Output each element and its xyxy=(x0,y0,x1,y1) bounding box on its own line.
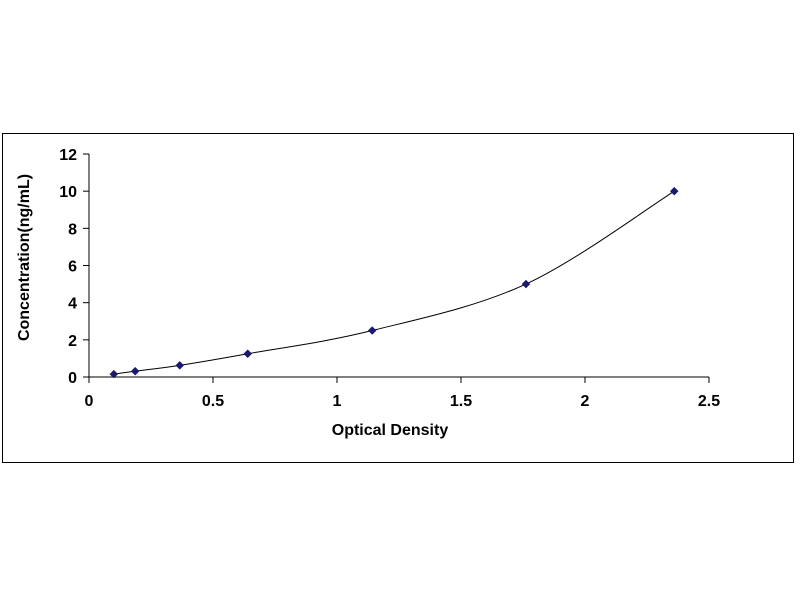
data-point xyxy=(669,186,679,196)
x-tick-label: 0 xyxy=(85,393,94,410)
axes xyxy=(88,154,709,378)
x-axis-title: Optical Density xyxy=(332,422,449,439)
data-point xyxy=(130,366,140,376)
curve-layer xyxy=(113,190,675,375)
y-tick-label: 8 xyxy=(68,221,77,238)
y-tick-label: 12 xyxy=(59,147,77,164)
standard-curve-chart: 0 2 4 6 8 10 12 0 0.5 1 1.5 2 2.5 Optical Density Co… xyxy=(16,147,720,439)
data-point xyxy=(109,369,119,379)
y-tick-label: 10 xyxy=(59,184,77,201)
fit-curve xyxy=(113,190,675,375)
y-tick-label: 4 xyxy=(68,296,77,313)
y-axis-title: Concentration(ng/mL) xyxy=(16,174,33,341)
x-tick-label: 1.5 xyxy=(450,393,472,410)
y-tick-label: 6 xyxy=(68,259,77,276)
chart-frame: 0 2 4 6 8 10 12 0 0.5 1 1.5 2 2.5 Optical Density Co… xyxy=(2,133,794,463)
data-point xyxy=(175,361,185,370)
x-tick-label: 2.5 xyxy=(698,393,720,410)
ticks-layer: 0 2 4 6 8 10 12 0 0.5 1 1.5 2 2.5 xyxy=(59,147,720,410)
data-point xyxy=(367,326,377,335)
points-layer xyxy=(109,186,679,379)
data-point xyxy=(521,279,531,289)
y-tick-label: 2 xyxy=(68,333,77,350)
x-tick-label: 2 xyxy=(581,393,590,410)
x-tick-label: 0.5 xyxy=(202,393,224,410)
y-tick-label: 0 xyxy=(68,370,77,387)
x-tick-label: 1 xyxy=(333,393,342,410)
data-point xyxy=(243,349,253,359)
